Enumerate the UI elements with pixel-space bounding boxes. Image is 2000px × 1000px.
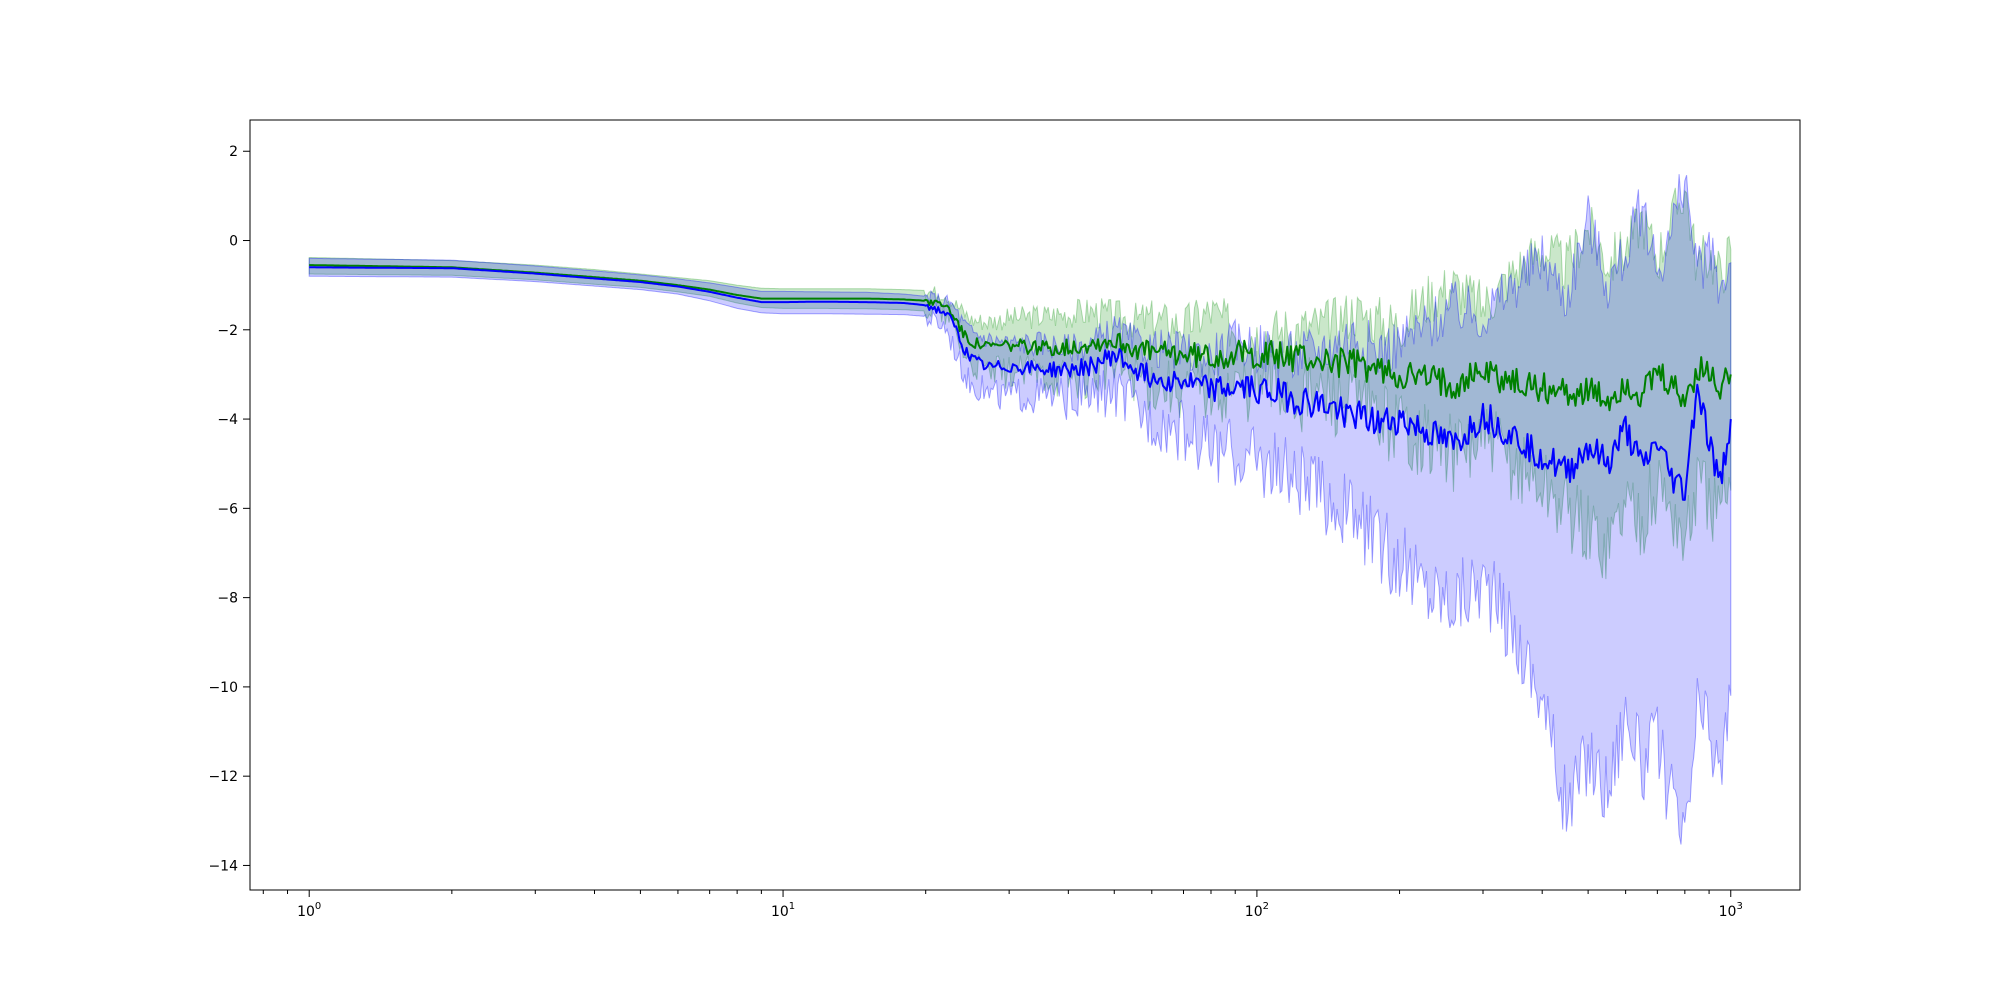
y-tick-label: 2: [229, 144, 238, 160]
y-tick-label: 0: [229, 234, 238, 250]
x-tick-label: 100: [297, 901, 321, 920]
y-tick-label: −4: [217, 412, 238, 428]
plot-area: [308, 174, 1732, 845]
y-axis: 2 0 −2 −4 −6 −8 −10 −12 −14: [208, 144, 250, 874]
x-tick-label: 101: [771, 901, 795, 920]
x-tick-label: 102: [1245, 901, 1269, 920]
plot-frame: [249, 119, 1801, 891]
y-tick-label: −14: [208, 858, 238, 874]
series-2-mean-line: [309, 266, 1732, 501]
series-2-confidence-band: [308, 174, 1732, 845]
y-tick-label: −10: [208, 680, 238, 696]
y-tick-label: −6: [217, 501, 238, 517]
y-tick-label: −12: [208, 769, 238, 785]
x-axis: 100 101 102 103: [262, 890, 1743, 920]
x-tick-label: 103: [1719, 901, 1743, 920]
y-tick-label: −2: [217, 323, 238, 339]
y-tick-label: −8: [217, 591, 238, 607]
